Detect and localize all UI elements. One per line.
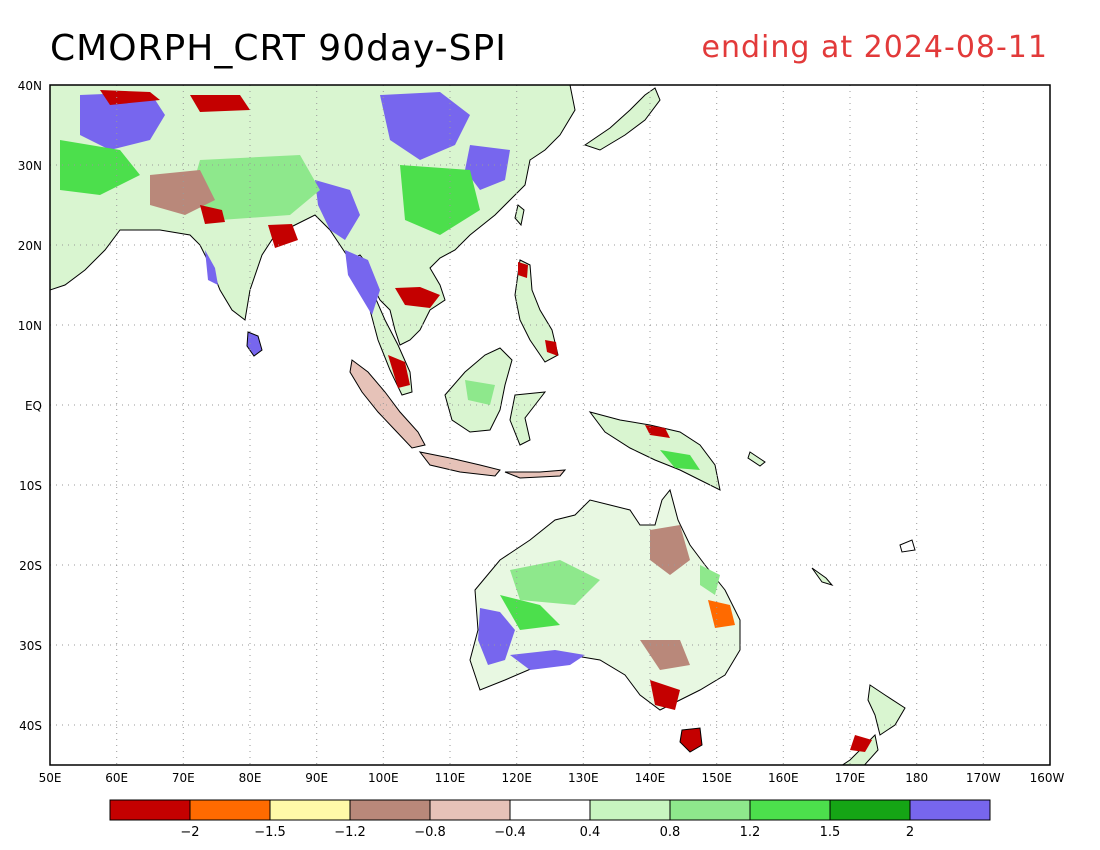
x-axis-labels: 50E 60E 70E 80E 90E 100E 110E 120E 130E …	[39, 771, 1065, 785]
x-tick-label: 160E	[768, 771, 799, 785]
legend-label: −0.8	[414, 825, 446, 840]
legend-swatch	[269, 799, 351, 821]
japan	[583, 87, 661, 151]
new-zealand-north	[867, 684, 906, 736]
x-tick-label: 90E	[305, 771, 328, 785]
legend-swatch	[669, 799, 751, 821]
map-land-layer	[50, 85, 916, 765]
y-tick-label: 10S	[19, 479, 42, 493]
y-axis-labels: 40N 30N 20N 10N EQ 10S 20S 30S 40S	[18, 79, 42, 733]
solomon-islands	[747, 451, 766, 467]
legend-label: 0.4	[580, 825, 601, 840]
legend-label: −0.4	[494, 825, 526, 840]
x-tick-label: 130E	[568, 771, 599, 785]
map-subtitle: ending at 2024-08-11	[701, 30, 1048, 65]
legend-swatch	[189, 799, 271, 821]
x-tick-label: 50E	[39, 771, 62, 785]
legend-label: −1.2	[334, 825, 366, 840]
y-tick-label: 20N	[18, 239, 42, 253]
new-guinea	[588, 411, 721, 491]
x-tick-label: 170E	[835, 771, 866, 785]
philippines	[514, 259, 559, 363]
map-frame	[49, 84, 1051, 766]
x-tick-label: 60E	[105, 771, 128, 785]
legend-labels: −2 −1.5 −1.2 −0.8 −0.4 0.4 0.8 1.2 1.5 2	[180, 825, 914, 840]
x-tick-label: 170W	[966, 771, 1001, 785]
sri-lanka	[246, 331, 263, 357]
legend-label: −1.5	[254, 825, 286, 840]
x-tick-label: 150E	[701, 771, 732, 785]
x-tick-label: 70E	[172, 771, 195, 785]
y-tick-label: 30S	[19, 639, 42, 653]
legend-swatch	[909, 799, 991, 821]
legend-label: 1.2	[740, 825, 761, 840]
y-tick-label: 20S	[19, 559, 42, 573]
sumatra	[349, 359, 426, 449]
tasmania	[679, 727, 703, 753]
legend-swatch	[589, 799, 671, 821]
legend-swatch	[109, 799, 191, 821]
x-tick-label: 120E	[501, 771, 532, 785]
legend-swatch	[509, 799, 591, 821]
legend-swatch	[749, 799, 831, 821]
legend-label: 0.8	[660, 825, 681, 840]
y-tick-label: 30N	[18, 159, 42, 173]
lesser-sunda	[504, 469, 567, 479]
legend-swatch	[349, 799, 431, 821]
legend-colorbar	[109, 799, 991, 821]
legend-label: 2	[906, 825, 914, 840]
spi-patches	[60, 90, 872, 752]
x-tick-label: 160W	[1030, 771, 1065, 785]
y-tick-label: EQ	[25, 399, 42, 413]
x-tick-label: 110E	[435, 771, 466, 785]
map-title: CMORPH_CRT 90day-SPI	[50, 28, 507, 69]
y-tick-label: 40S	[19, 719, 42, 733]
x-tick-label: 180	[905, 771, 928, 785]
x-tick-label: 140E	[635, 771, 666, 785]
java	[418, 451, 501, 477]
legend-swatch	[429, 799, 511, 821]
x-tick-label: 80E	[239, 771, 262, 785]
fiji	[899, 539, 916, 553]
x-tick-label: 100E	[368, 771, 399, 785]
legend-swatch	[829, 799, 911, 821]
legend-label: −2	[180, 825, 199, 840]
y-tick-label: 40N	[18, 79, 42, 93]
legend-label: 1.5	[820, 825, 841, 840]
y-tick-label: 10N	[18, 319, 42, 333]
new-caledonia	[811, 567, 834, 586]
taiwan	[514, 204, 525, 227]
